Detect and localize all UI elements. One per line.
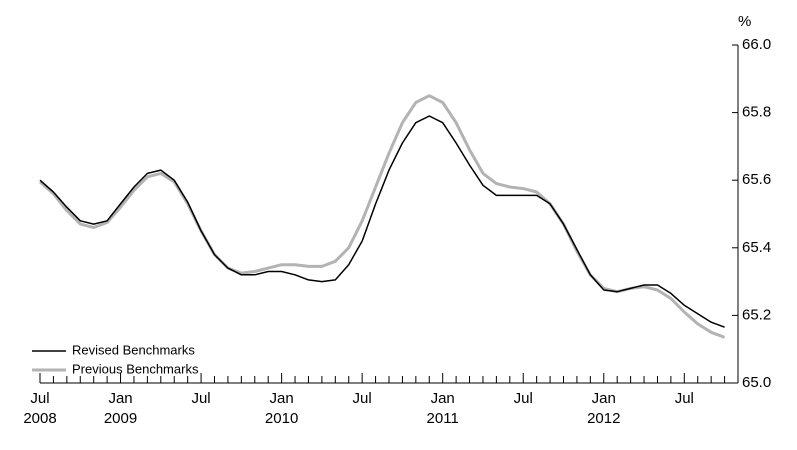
x-year-label: 2011	[427, 410, 459, 427]
x-tick-label: Jan	[108, 390, 132, 407]
x-tick-label: Jul	[514, 390, 533, 407]
y-unit: %	[738, 13, 751, 30]
x-tick-label: Jul	[353, 390, 372, 407]
y-tick-label: 65.2	[742, 306, 771, 323]
x-year-label: 2010	[265, 410, 298, 427]
x-year-label: 2012	[587, 410, 620, 427]
x-tick-label: Jan	[270, 390, 294, 407]
y-tick-label: 65.0	[742, 374, 771, 391]
x-tick-label: Jan	[431, 390, 455, 407]
y-tick-label: 66.0	[742, 36, 771, 53]
series-line	[39, 115, 725, 328]
legend-label: Previous Benchmarks	[72, 361, 199, 376]
x-tick-label: Jul	[191, 390, 210, 407]
x-year-label: 2009	[104, 410, 137, 427]
x-year-label: 2008	[23, 410, 56, 427]
x-tick-label: Jul	[675, 390, 694, 407]
series-line	[39, 94, 726, 339]
legend-label: Revised Benchmarks	[72, 342, 195, 357]
y-tick-label: 65.4	[742, 239, 771, 256]
x-tick-label: Jul	[30, 390, 49, 407]
y-tick-label: 65.6	[742, 171, 771, 188]
y-tick-label: 65.8	[742, 104, 771, 121]
x-tick-label: Jan	[592, 390, 616, 407]
